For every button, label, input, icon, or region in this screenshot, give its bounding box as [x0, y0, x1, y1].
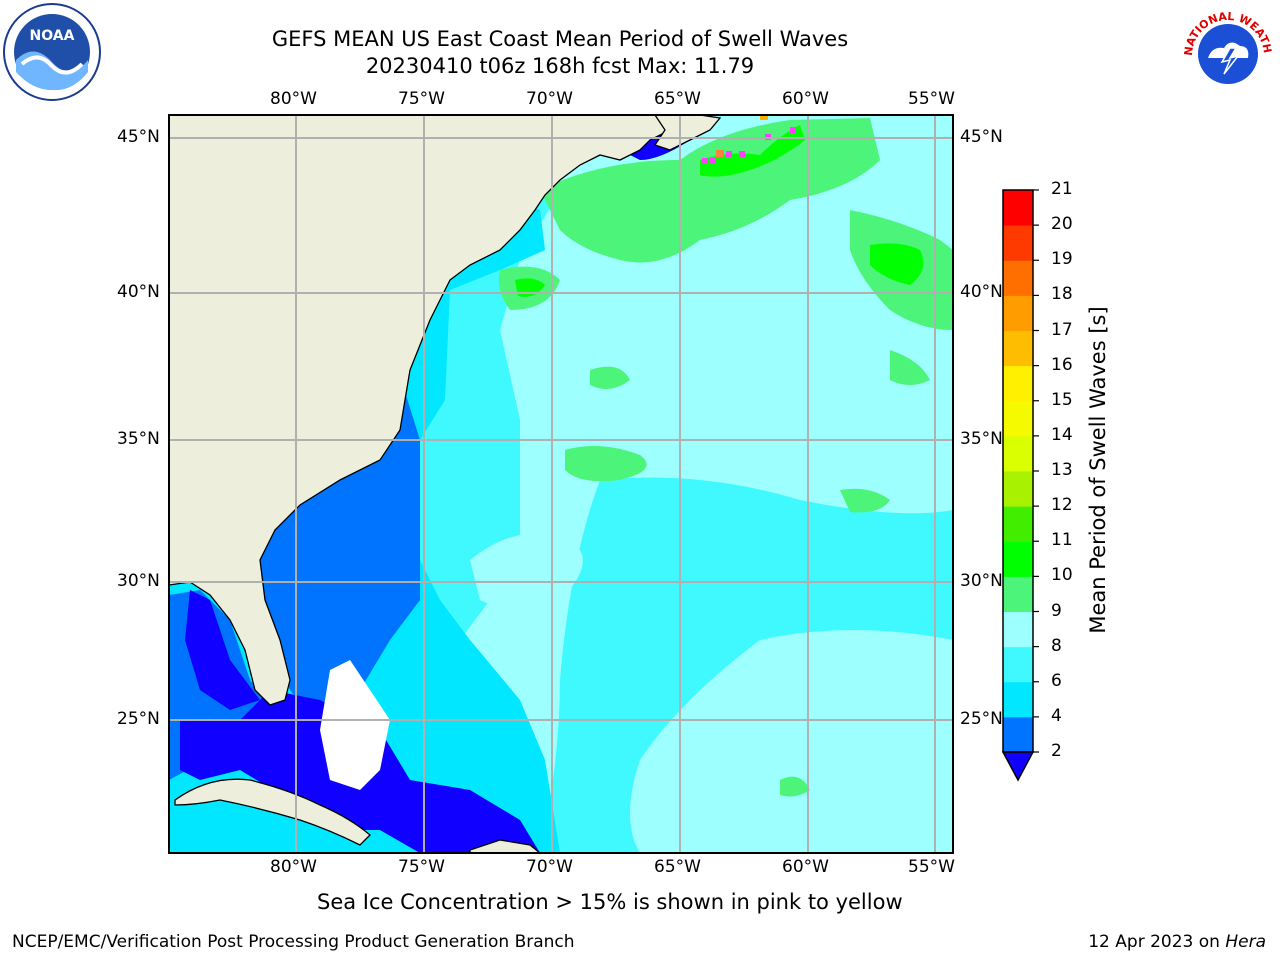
colorbar-tick-label: 8 [1051, 635, 1062, 656]
swell-patch-8-9-south [720, 693, 880, 827]
lat-label-right: 40°N [960, 282, 1003, 302]
lon-label-bottom: 70°W [526, 857, 573, 877]
noaa-logo-text: NOAA [30, 28, 75, 44]
lat-label-left: 30°N [117, 571, 160, 591]
lat-label-right: 30°N [960, 571, 1003, 591]
colorbar [1001, 189, 1039, 782]
swell-patch-8-9 [470, 533, 583, 610]
colorbar-tick-label: 21 [1051, 179, 1073, 199]
colorbar-tick-label: 16 [1051, 354, 1073, 375]
sea-ice-pixel [716, 150, 724, 157]
colorbar-segment [1003, 576, 1033, 612]
colorbar-tick-label: 14 [1051, 424, 1073, 445]
sea-ice-pixel [702, 158, 708, 164]
colorbar-tick-label: 18 [1051, 284, 1073, 305]
sea-ice-pixel [710, 158, 716, 164]
lat-label-left: 45°N [117, 127, 160, 147]
lon-label-top: 60°W [782, 89, 829, 109]
noaa-logo: NOAA [3, 3, 101, 101]
lon-label-top: 55°W [908, 89, 955, 109]
lat-label-right: 35°N [960, 429, 1003, 449]
colorbar-segment [1003, 541, 1033, 577]
colorbar-tick-label: 11 [1051, 530, 1073, 551]
colorbar-tick-label: 15 [1051, 389, 1073, 410]
map-frame [168, 114, 954, 854]
swell-band-below-2-gulf [185, 590, 260, 710]
colorbar-segment [1003, 506, 1033, 542]
swell-band-6-8-south [540, 477, 953, 853]
swell-patch-9-10-central [590, 366, 630, 389]
map-title: GEFS MEAN US East Coast Mean Period of S… [271, 27, 849, 51]
colorbar-segment [1003, 330, 1033, 367]
lon-label-bottom: 60°W [782, 857, 829, 877]
lon-label-bottom: 65°W [654, 857, 701, 877]
sea-ice-pixel [760, 116, 768, 120]
sea-ice-pixel [726, 151, 732, 157]
north-america-land [169, 115, 691, 706]
sea-ice-note: Sea Ice Concentration > 15% is shown in … [317, 890, 903, 914]
colorbar-segment [1003, 225, 1033, 261]
colorbar-tick-label: 4 [1051, 705, 1062, 726]
swell-patch-9-10-gulf-of-maine [540, 118, 880, 263]
colorbar-tick-label: 13 [1051, 460, 1073, 480]
colorbar-segment [1003, 716, 1033, 753]
swell-patch-9-10-central-south [565, 446, 647, 482]
colorbar-segment [1003, 295, 1033, 331]
colorbar-tick-label: 20 [1051, 214, 1073, 235]
swell-patch-10-11-east [870, 243, 924, 285]
colorbar-segment [1003, 190, 1033, 226]
colorbar-segment [1003, 646, 1033, 683]
bahamas-banks [320, 660, 390, 790]
footer-date-text: 12 Apr 2023 on [1088, 932, 1220, 952]
colorbar-segment [1003, 681, 1033, 718]
lat-label-right: 25°N [960, 709, 1003, 729]
cuba-land [174, 778, 371, 846]
swell-patch-9-10-far-south [780, 776, 810, 797]
colorbar-segment [1003, 400, 1033, 437]
colorbar-segment [1003, 471, 1033, 507]
sea-ice-pixel [739, 151, 745, 157]
colorbar-tick-label: 9 [1051, 600, 1062, 621]
sea-ice-pixel [790, 127, 796, 133]
swell-patch-9-10-southeast [840, 488, 890, 513]
colorbar-tick-label: 19 [1051, 249, 1073, 270]
colorbar-segment [1003, 435, 1033, 472]
footer-date: 12 Apr 2023 on Hera [1088, 932, 1266, 952]
lon-label-bottom: 55°W [908, 857, 955, 877]
colorbar-tick-label: 10 [1051, 565, 1073, 586]
lon-label-top: 75°W [398, 89, 445, 109]
colorbar-segment [1003, 260, 1033, 296]
lon-label-top: 80°W [270, 89, 317, 109]
map-plot-area [169, 115, 953, 853]
lat-label-left: 25°N [117, 709, 160, 729]
colorbar-tick-label: 12 [1051, 495, 1073, 516]
lat-label-left: 40°N [117, 282, 160, 302]
colorbar-title: Mean Period of Swell Waves [s] [1086, 306, 1110, 634]
lon-label-top: 65°W [654, 89, 701, 109]
colorbar-extend-arrow [1001, 751, 1035, 782]
colorbar-tick-label: 17 [1051, 319, 1073, 340]
lon-label-bottom: 80°W [270, 857, 317, 877]
swell-patch-10-11-scotian [700, 125, 805, 177]
nws-logo: NATIONAL WEATHER SERVICE [1178, 2, 1276, 100]
swell-patch-9-10-small [890, 350, 930, 385]
lat-label-right: 45°N [960, 127, 1003, 147]
footer-credit: NCEP/EMC/Verification Post Processing Pr… [12, 932, 575, 952]
lon-label-bottom: 75°W [398, 857, 445, 877]
map-gridlines [169, 115, 953, 853]
colorbar-tick-label: 6 [1051, 670, 1062, 691]
footer-host: Hera [1225, 932, 1266, 952]
colorbar-tick-label: 2 [1051, 741, 1062, 761]
lon-label-top: 70°W [526, 89, 573, 109]
colorbar-segment [1003, 365, 1033, 402]
colorbar-segment [1003, 611, 1033, 648]
map-subtitle: 20230410 t06z 168h fcst Max: 11.79 [365, 54, 755, 78]
lat-label-left: 35°N [117, 429, 160, 449]
